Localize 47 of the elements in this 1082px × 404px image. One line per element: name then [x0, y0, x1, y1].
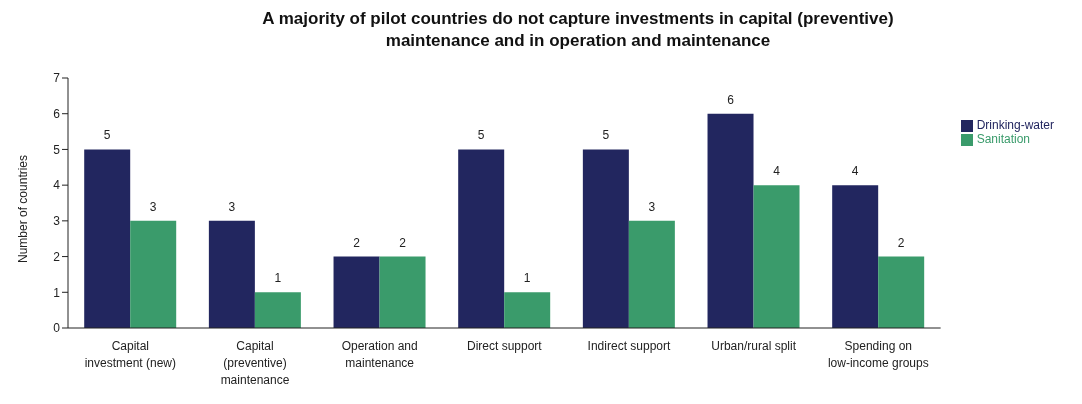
data-label: 6 — [727, 92, 735, 107]
bar — [707, 113, 754, 328]
data-label: 2 — [399, 235, 407, 250]
bar — [333, 256, 380, 328]
bar — [130, 220, 177, 328]
bar — [832, 185, 879, 328]
bar — [878, 256, 925, 328]
bar — [504, 292, 551, 328]
data-label: 5 — [477, 128, 485, 143]
data-label: 1 — [274, 271, 282, 286]
y-tick-label: 3 — [53, 214, 61, 229]
data-label: 3 — [228, 199, 236, 214]
y-tick-label: 0 — [53, 321, 61, 336]
data-label: 3 — [149, 199, 157, 214]
x-tick-label: Capital (preventive) maintenance — [220, 339, 290, 387]
bar — [254, 292, 301, 328]
y-tick-label: 6 — [53, 106, 61, 121]
bar — [582, 149, 629, 328]
y-tick-label: 4 — [53, 178, 61, 193]
data-label: 4 — [851, 164, 859, 179]
y-tick-label: 2 — [53, 249, 61, 264]
bar — [458, 149, 505, 328]
x-tick-label: Direct support — [466, 339, 543, 353]
bar — [379, 256, 426, 328]
bar — [628, 220, 675, 328]
data-label: 2 — [353, 235, 361, 250]
x-tick-label: Spending on low-income groups — [827, 339, 929, 370]
x-tick-label: Capital investment (new) — [84, 339, 177, 370]
legend-label: Sanitation — [976, 132, 1031, 146]
y-axis-title: Number of countries — [16, 154, 31, 263]
bar — [208, 220, 255, 328]
bar — [753, 185, 800, 328]
y-tick-label: 1 — [53, 285, 61, 300]
y-tick-label: 5 — [53, 142, 61, 157]
chart-title: A majority of pilot countries do not capture investments in capital (preventive) maintenance and in operation and maintenance — [261, 8, 895, 52]
data-label: 4 — [773, 164, 781, 179]
data-label: 3 — [648, 199, 656, 214]
bar — [84, 149, 131, 328]
data-label: 2 — [897, 235, 905, 250]
x-tick-label: Urban/rural split — [711, 339, 797, 353]
data-label: 5 — [602, 128, 610, 143]
data-label: 1 — [523, 271, 531, 286]
x-tick-label: Operation and maintenance — [341, 339, 418, 370]
x-tick-label: Indirect support — [587, 339, 671, 353]
data-label: 5 — [103, 128, 111, 143]
legend-label: Drinking-water — [976, 118, 1054, 132]
y-tick-label: 7 — [53, 71, 61, 86]
